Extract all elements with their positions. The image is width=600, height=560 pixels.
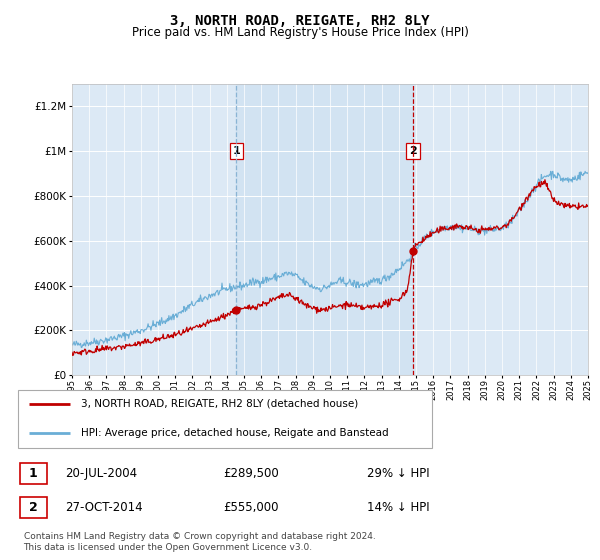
Text: HPI: Average price, detached house, Reigate and Banstead: HPI: Average price, detached house, Reig…: [81, 428, 389, 438]
Text: 20-JUL-2004: 20-JUL-2004: [65, 466, 137, 480]
Text: 3, NORTH ROAD, REIGATE, RH2 8LY: 3, NORTH ROAD, REIGATE, RH2 8LY: [170, 14, 430, 28]
Text: £555,000: £555,000: [223, 501, 279, 514]
Text: 14% ↓ HPI: 14% ↓ HPI: [367, 501, 430, 514]
Text: 2: 2: [29, 501, 37, 514]
Text: Contains HM Land Registry data © Crown copyright and database right 2024.
This d: Contains HM Land Registry data © Crown c…: [23, 533, 375, 552]
Text: Price paid vs. HM Land Registry's House Price Index (HPI): Price paid vs. HM Land Registry's House …: [131, 26, 469, 39]
Text: £289,500: £289,500: [223, 466, 279, 480]
Bar: [236, 84, 413, 375]
FancyBboxPatch shape: [18, 390, 433, 448]
Text: 27-OCT-2014: 27-OCT-2014: [65, 501, 142, 514]
Text: 29% ↓ HPI: 29% ↓ HPI: [367, 466, 430, 480]
FancyBboxPatch shape: [20, 497, 47, 518]
Text: 3, NORTH ROAD, REIGATE, RH2 8LY (detached house): 3, NORTH ROAD, REIGATE, RH2 8LY (detache…: [81, 399, 358, 409]
Text: 2: 2: [409, 146, 417, 156]
Text: 1: 1: [29, 466, 37, 480]
FancyBboxPatch shape: [20, 463, 47, 484]
Text: 1: 1: [232, 146, 240, 156]
